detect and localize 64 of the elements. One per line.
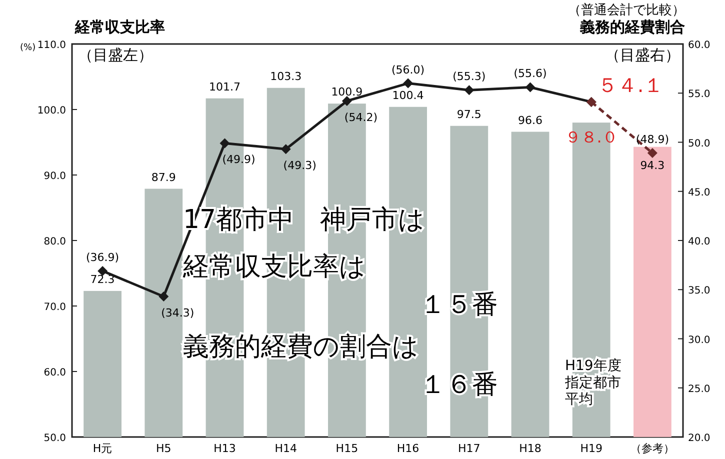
point [464,85,474,96]
x-tick-label: H13 [214,442,236,455]
data-label: 103.3 [270,70,302,83]
y-axis-title: (%) [20,43,36,53]
data-label: ５４.１ [597,72,664,97]
x-tick-label: （参考） [630,442,674,455]
y-tick-label: 100.0 [37,106,66,116]
data-label: (55.3) [452,70,486,84]
annotation: （目盛右） [605,46,680,64]
point [158,292,169,302]
x-tick-label: H18 [519,442,542,455]
annotation: 経常収支比率は [182,252,366,282]
x-tick-label: H15 [336,442,358,455]
y2-tick-label: 60.0 [688,40,710,51]
y2-tick-label: 20.0 [688,433,710,444]
x-tick-label: H19 [580,442,602,455]
x-tick-label: H5 [156,442,172,455]
annotation: １６番 [420,370,498,400]
data-label: (48.9) [636,133,669,146]
data-label: 87.9 [151,170,176,184]
data-label: 96.6 [518,114,542,127]
y2-tick-label: 30.0 [688,334,710,346]
data-label: (49.9) [222,153,256,166]
x-tick-label: H元 [92,442,112,455]
data-label: ９８.０ [564,128,618,147]
data-label: (36.9) [86,250,120,264]
point [280,144,291,154]
x-tick-label: H16 [396,442,420,455]
data-label: (54.2) [344,110,378,124]
annotation: 義務的経費の割合は [183,332,419,362]
data-label: (34.3) [161,306,194,320]
annotation: H19年度指定都市平均 [564,358,622,408]
data-label: 100.4 [392,88,424,102]
data-label: (56.0) [392,63,425,76]
point [403,78,414,88]
data-label: 101.7 [209,80,240,94]
chart-title: 経常収支比率 [74,18,165,36]
y-tick-label: 60.0 [44,368,66,378]
y2-axis-title: 義務的経費割合 [579,18,685,36]
x-tick-label: H17 [458,442,480,455]
x-tick-label: H14 [274,442,297,455]
data-label: (49.3) [283,159,316,172]
y-tick-label: 90.0 [44,171,66,182]
y2-tick-label: 35.0 [688,286,710,297]
data-label: (55.6) [514,67,547,80]
annotation: １５番 [420,290,498,320]
y-tick-label: 50.0 [44,433,66,444]
data-label: 94.3 [640,158,665,172]
point [220,138,230,148]
data-label: 100.9 [331,86,363,99]
y-tick-label: 110.0 [37,40,66,51]
chart-subtitle: （普通会計で比較） [568,2,685,18]
y2-tick-label: 40.0 [688,236,710,248]
y2-tick-label: 50.0 [688,138,710,150]
point [525,82,536,92]
y2-tick-label: 55.0 [688,89,710,100]
y2-tick-label: 25.0 [688,384,710,395]
data-label: 97.5 [456,108,482,121]
point [342,96,352,106]
y-tick-label: 80.0 [44,236,66,248]
y-tick-label: 70.0 [44,302,66,313]
y2-tick-label: 45.0 [688,187,710,198]
point [647,148,658,158]
annotation: （目盛左） [78,46,153,64]
